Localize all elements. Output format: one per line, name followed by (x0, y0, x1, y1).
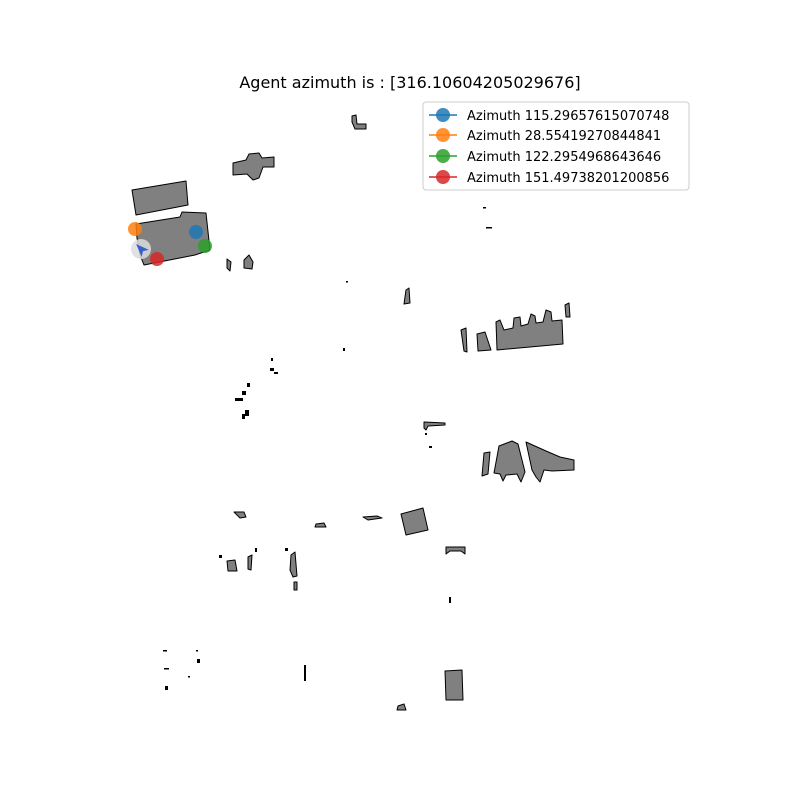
legend-entry: Azimuth 122.2954968643646 (429, 149, 661, 165)
map-speck (242, 391, 246, 395)
map-speck (425, 433, 427, 435)
agent-marker (131, 239, 151, 259)
map-speck (245, 410, 249, 416)
figure-title: Agent azimuth is : [316.10604205029676] (239, 73, 580, 92)
map-speck (163, 650, 167, 652)
building (444, 669, 464, 701)
map-speck (197, 659, 200, 663)
legend-marker-swatch (436, 128, 450, 142)
legend-entry: Azimuth 151.49738201200856 (429, 170, 669, 186)
building (362, 515, 383, 521)
building (460, 327, 468, 353)
legend-entry: Azimuth 28.55419270844841 (429, 128, 661, 144)
building (481, 451, 491, 477)
building (233, 511, 247, 519)
building (243, 254, 254, 270)
building (423, 421, 446, 431)
map-speck (219, 555, 222, 558)
map-specks (163, 207, 492, 690)
map-speck (188, 676, 190, 678)
building (493, 440, 526, 483)
candidate-marker (189, 225, 203, 239)
agent-arrow-icon (136, 243, 149, 257)
legend-label: Azimuth 151.49738201200856 (467, 171, 669, 186)
building (293, 581, 298, 591)
legend-entry: Azimuth 115.29657615070748 (429, 108, 669, 124)
building (351, 114, 367, 130)
map-speck (449, 597, 451, 603)
legend: Azimuth 115.29657615070748 Azimuth 28.55… (422, 101, 690, 191)
map-speck (270, 368, 274, 371)
legend-marker-swatch (436, 170, 450, 184)
building (247, 554, 253, 571)
candidate-marker (198, 239, 212, 253)
map-speck (165, 686, 168, 690)
building (226, 258, 232, 272)
building (495, 309, 564, 351)
candidate-markers (128, 222, 212, 266)
building-footprints (131, 114, 575, 711)
building (226, 559, 238, 572)
legend-label: Azimuth 28.55419270844841 (467, 129, 661, 144)
building (289, 551, 298, 578)
legend-label: Azimuth 115.29657615070748 (467, 109, 669, 124)
map-speck (429, 446, 432, 448)
map-speck (483, 207, 486, 209)
building (445, 546, 466, 555)
building (564, 302, 571, 318)
building (314, 522, 327, 528)
map-speck (196, 650, 198, 652)
candidate-marker (128, 222, 142, 236)
building (400, 507, 429, 536)
legend-frame (422, 101, 690, 191)
map-speck (235, 398, 243, 401)
building (525, 441, 575, 483)
building (396, 703, 407, 711)
legend-marker-swatch (436, 108, 450, 122)
map-speck (247, 383, 250, 387)
map-speck (164, 668, 169, 670)
building (232, 152, 275, 181)
building (131, 180, 189, 216)
map-speck (285, 548, 288, 551)
map-speck (346, 281, 348, 283)
map-speck (304, 665, 306, 681)
map-speck (486, 227, 492, 229)
legend-marker-swatch (436, 149, 450, 163)
map-speck (255, 548, 257, 552)
legend-label: Azimuth 122.2954968643646 (467, 150, 661, 165)
map-speck (343, 348, 345, 351)
candidate-marker (150, 252, 164, 266)
map-speck (271, 358, 273, 361)
building (476, 331, 492, 352)
map-speck (242, 414, 245, 419)
building (403, 287, 411, 305)
map-speck (274, 372, 278, 374)
